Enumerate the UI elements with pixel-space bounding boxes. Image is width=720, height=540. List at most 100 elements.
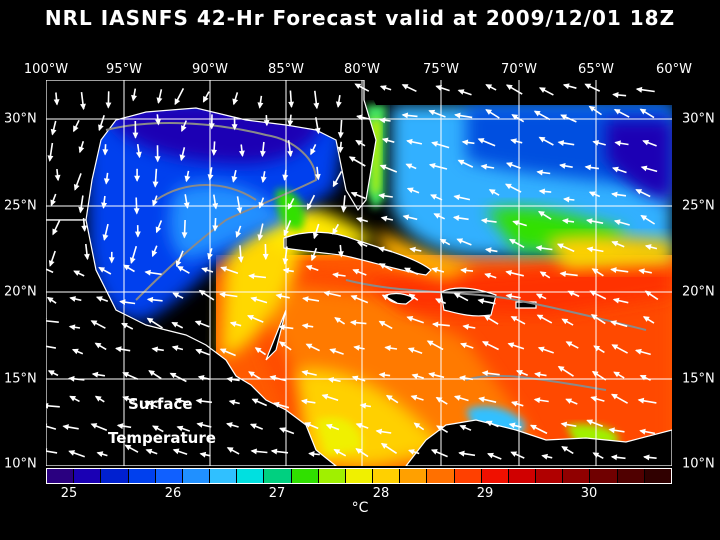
- wind-arrow: [356, 241, 368, 247]
- wind-arrow: [175, 250, 184, 267]
- wind-arrow: [356, 114, 370, 121]
- wind-arrow: [174, 397, 189, 404]
- wind-arrow: [411, 373, 425, 380]
- wind-arrow: [565, 398, 578, 405]
- wind-arrow: [375, 428, 392, 435]
- wind-arrow: [610, 320, 628, 328]
- wind-arrow: [231, 116, 238, 131]
- wind-arrow: [406, 138, 423, 145]
- colorbar-swatch: [182, 469, 211, 483]
- wind-arrow: [591, 370, 607, 381]
- wind-arrow: [590, 395, 605, 402]
- wind-arrow: [355, 139, 366, 147]
- colorbar-tick-29: 29: [476, 486, 494, 501]
- wind-arrow: [459, 424, 472, 431]
- wind-arrow: [538, 210, 552, 220]
- wind-arrow: [176, 265, 190, 274]
- wind-arrow: [272, 401, 290, 409]
- wind-arrow: [301, 323, 314, 329]
- wind-arrow: [156, 89, 163, 104]
- lat-label-10n-right: 10°N: [682, 456, 715, 472]
- lat-label-20n-left: 20°N: [4, 284, 37, 300]
- colorbar-swatch: [400, 469, 428, 483]
- wind-arrow: [635, 188, 651, 198]
- wind-arrow: [219, 291, 238, 298]
- wind-arrow: [302, 296, 320, 303]
- wind-arrow: [456, 238, 472, 246]
- lon-label-75w: 75°W: [423, 62, 459, 77]
- wind-arrow: [428, 372, 445, 379]
- lon-label-70w: 70°W: [501, 62, 537, 77]
- wind-arrow: [585, 218, 604, 225]
- wind-arrow: [46, 268, 54, 274]
- wind-arrow: [212, 217, 219, 232]
- wind-arrow: [171, 345, 184, 351]
- wind-arrow: [72, 119, 80, 133]
- wind-arrow: [335, 94, 342, 108]
- wind-arrow: [426, 340, 444, 351]
- wind-arrow: [235, 225, 242, 238]
- wind-arrow: [340, 195, 347, 213]
- wind-arrow: [155, 114, 161, 126]
- wind-arrow: [68, 450, 85, 458]
- wind-arrow: [435, 85, 450, 92]
- wind-arrow: [430, 449, 448, 458]
- wind-arrow: [321, 393, 339, 401]
- wind-arrow: [198, 289, 215, 301]
- wind-arrow: [314, 117, 321, 135]
- wind-arrow: [50, 120, 57, 136]
- wind-arrow: [640, 165, 658, 173]
- wind-arrow: [561, 318, 574, 326]
- wind-arrow: [313, 90, 320, 110]
- wind-arrow: [508, 238, 525, 249]
- wind-arrow: [69, 296, 82, 302]
- wind-arrow: [610, 454, 626, 461]
- lon-label-100w: 100°W: [23, 62, 69, 77]
- wind-arrow: [539, 271, 551, 279]
- colorbar-swatch: [345, 469, 374, 483]
- wind-arrow: [249, 423, 263, 430]
- wind-arrow: [211, 141, 218, 156]
- wind-arrow: [151, 245, 158, 258]
- colorbar-swatch: [563, 469, 591, 483]
- wind-arrow: [283, 220, 292, 237]
- wind-arrow: [505, 84, 523, 95]
- wind-arrow: [228, 399, 240, 406]
- wind-arrow: [73, 270, 85, 277]
- wind-arrow: [480, 217, 497, 224]
- wind-arrow: [588, 105, 602, 116]
- wind-arrow: [457, 159, 474, 168]
- wind-arrow: [208, 114, 215, 130]
- wind-arrow: [46, 317, 59, 324]
- colorbar-swatch: [590, 469, 618, 483]
- colorbar-swatch: [536, 469, 564, 483]
- wind-arrow: [260, 171, 267, 184]
- wind-arrow: [250, 296, 268, 304]
- wind-arrow: [538, 136, 554, 146]
- wind-arrow: [560, 421, 577, 428]
- wind-arrow: [639, 428, 656, 435]
- wind-arrow: [454, 112, 473, 119]
- wind-arrow: [402, 214, 418, 221]
- wind-arrow: [533, 110, 551, 121]
- wind-arrow: [567, 290, 580, 298]
- wind-arrow: [592, 452, 604, 460]
- wind-arrow: [533, 397, 549, 404]
- wind-arrow: [103, 172, 110, 185]
- wind-arrow: [481, 341, 499, 351]
- wind-arrow: [378, 246, 393, 253]
- wind-arrow: [586, 246, 604, 253]
- wind-arrow: [457, 89, 472, 96]
- wind-arrow: [69, 395, 80, 403]
- wind-arrow: [194, 320, 210, 328]
- wind-arrow: [287, 198, 295, 210]
- wind-arrow: [135, 143, 142, 159]
- wind-arrow: [197, 375, 210, 381]
- wind-arrow: [183, 194, 190, 209]
- wind-arrow: [181, 219, 188, 239]
- wind-arrow: [462, 323, 476, 330]
- wind-arrow: [348, 156, 366, 167]
- wind-arrow: [131, 88, 137, 102]
- colorbar-swatch: [318, 469, 346, 483]
- wind-arrow: [247, 314, 264, 323]
